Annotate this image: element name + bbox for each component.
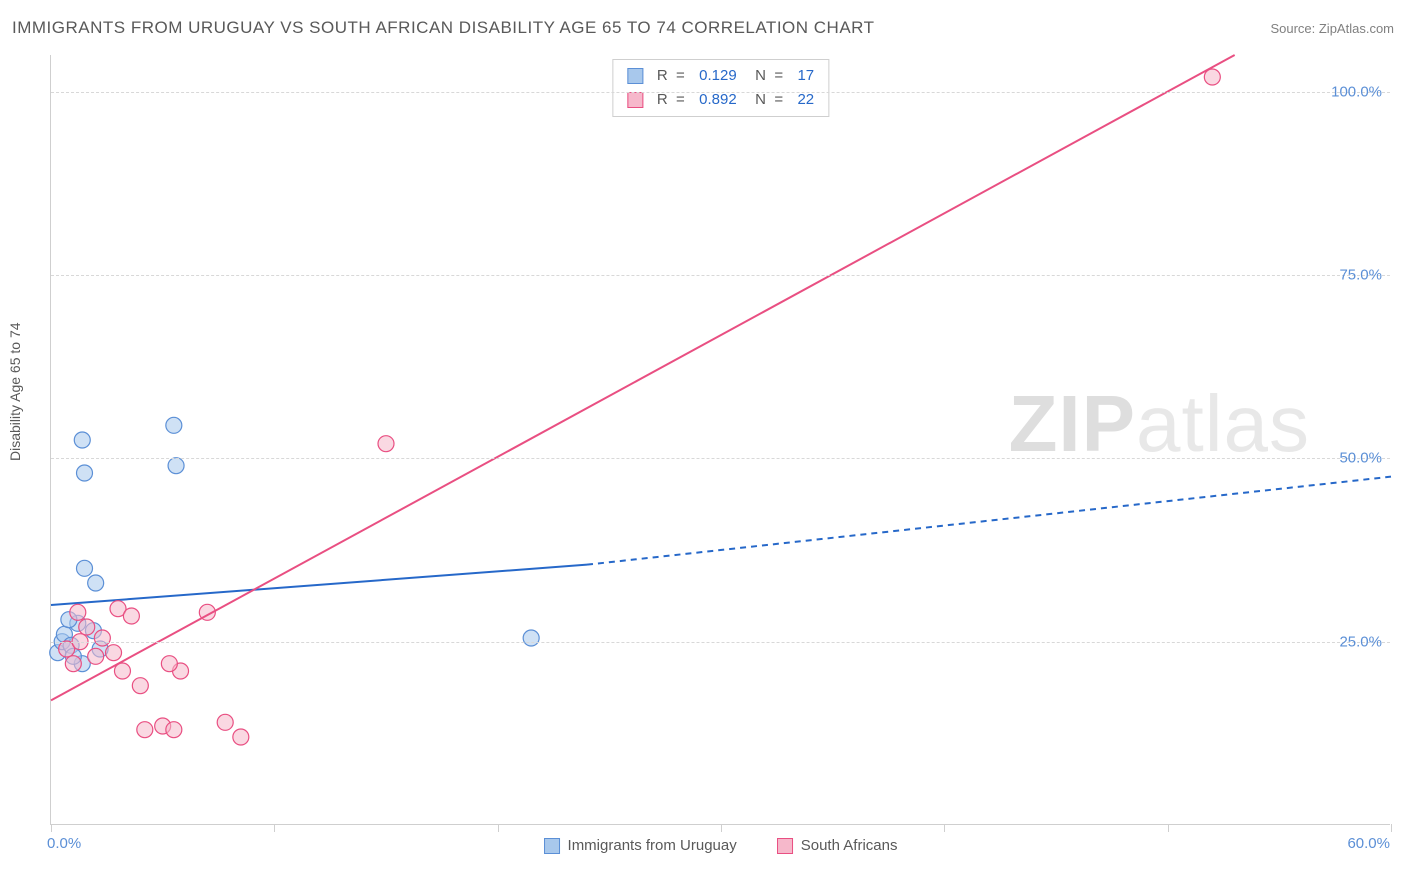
stats-row: R = 0.129 N = 17 — [627, 64, 814, 88]
data-point — [74, 432, 90, 448]
data-point — [77, 560, 93, 576]
data-point — [70, 604, 86, 620]
data-point — [79, 619, 95, 635]
data-point — [378, 436, 394, 452]
x-tick — [1168, 824, 1169, 832]
data-point — [106, 645, 122, 661]
x-tick — [498, 824, 499, 832]
y-axis-label: Disability Age 65 to 74 — [7, 431, 23, 461]
source-label: Source: ZipAtlas.com — [1270, 21, 1394, 36]
stat-n-value: 17 — [797, 64, 814, 88]
data-point — [523, 630, 539, 646]
legend-label: Immigrants from Uruguay — [568, 837, 737, 854]
data-point — [161, 656, 177, 672]
x-tick — [1391, 824, 1392, 832]
legend-swatch — [544, 838, 560, 854]
y-tick-label: 25.0% — [1339, 633, 1382, 650]
stat-r-value: 0.129 — [699, 64, 737, 88]
y-tick-label: 75.0% — [1339, 267, 1382, 284]
gridline — [51, 92, 1390, 93]
x-tick — [944, 824, 945, 832]
x-axis-label-start: 0.0% — [47, 835, 81, 852]
legend-swatch — [777, 838, 793, 854]
scatter-svg — [51, 55, 1390, 824]
legend-item: South Africans — [777, 837, 898, 854]
gridline — [51, 642, 1390, 643]
x-tick — [721, 824, 722, 832]
data-point — [137, 722, 153, 738]
x-tick — [51, 824, 52, 832]
data-point — [88, 575, 104, 591]
gridline — [51, 458, 1390, 459]
legend-swatch — [627, 68, 643, 84]
y-tick-label: 50.0% — [1339, 450, 1382, 467]
data-point — [217, 714, 233, 730]
data-point — [166, 722, 182, 738]
data-point — [233, 729, 249, 745]
data-point — [168, 458, 184, 474]
data-point — [1204, 69, 1220, 85]
stat-n-label: N = — [743, 64, 792, 88]
data-point — [88, 648, 104, 664]
data-point — [166, 417, 182, 433]
data-point — [65, 656, 81, 672]
data-point — [132, 678, 148, 694]
data-point — [123, 608, 139, 624]
bottom-legend: Immigrants from Uruguay South Africans — [544, 837, 898, 854]
data-point — [94, 630, 110, 646]
trend-line-extrapolated — [587, 477, 1391, 565]
trend-line — [51, 565, 587, 605]
legend-label: South Africans — [801, 837, 898, 854]
title-bar: IMMIGRANTS FROM URUGUAY VS SOUTH AFRICAN… — [12, 18, 1394, 38]
stats-box: R = 0.129 N = 17R = 0.892 N = 22 — [612, 59, 829, 117]
data-point — [77, 465, 93, 481]
plot-area: ZIPatlas R = 0.129 N = 17R = 0.892 N = 2… — [50, 55, 1390, 825]
legend-item: Immigrants from Uruguay — [544, 837, 737, 854]
stat-r-label: R = — [657, 64, 693, 88]
x-axis-label-end: 60.0% — [1347, 835, 1390, 852]
y-tick-label: 100.0% — [1331, 83, 1382, 100]
legend-swatch — [627, 92, 643, 108]
x-tick — [274, 824, 275, 832]
gridline — [51, 275, 1390, 276]
chart-title: IMMIGRANTS FROM URUGUAY VS SOUTH AFRICAN… — [12, 18, 875, 38]
trend-line — [51, 55, 1235, 700]
